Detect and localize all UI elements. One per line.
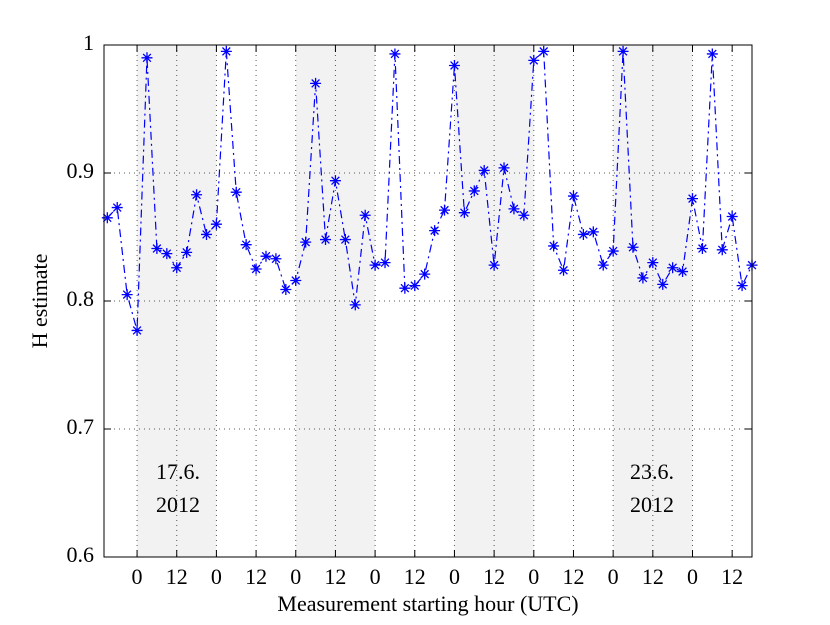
- y-tick-label: 0.8: [67, 286, 95, 311]
- marker: [468, 185, 480, 197]
- marker: [280, 283, 292, 295]
- marker: [667, 262, 679, 274]
- x-tick-label: 12: [721, 564, 743, 589]
- marker: [101, 212, 113, 224]
- marker: [389, 48, 401, 60]
- marker: [617, 45, 629, 57]
- marker: [657, 278, 669, 290]
- marker: [677, 266, 689, 278]
- x-tick-label: 0: [211, 564, 222, 589]
- marker: [627, 241, 639, 253]
- marker: [131, 324, 143, 336]
- x-tick-label: 12: [245, 564, 267, 589]
- marker: [191, 189, 203, 201]
- marker: [706, 48, 718, 60]
- annotation: 23.6.: [630, 459, 674, 484]
- marker: [637, 272, 649, 284]
- marker: [399, 282, 411, 294]
- marker: [339, 234, 351, 246]
- marker: [171, 262, 183, 274]
- marker: [369, 259, 381, 271]
- marker: [577, 228, 589, 240]
- y-axis-label: H estimate: [27, 254, 52, 349]
- marker: [567, 190, 579, 202]
- marker: [270, 253, 282, 265]
- annotation: 2012: [156, 492, 200, 517]
- marker: [220, 45, 232, 57]
- annotation: 2012: [630, 492, 674, 517]
- marker: [141, 52, 153, 64]
- marker: [439, 204, 451, 216]
- marker: [379, 257, 391, 269]
- marker: [736, 280, 748, 292]
- y-tick-label: 0.6: [67, 542, 95, 567]
- x-tick-label: 0: [687, 564, 698, 589]
- annotation: 17.6.: [156, 459, 200, 484]
- marker: [210, 218, 222, 230]
- marker: [498, 162, 510, 174]
- x-tick-label: 0: [290, 564, 301, 589]
- marker: [250, 263, 262, 275]
- marker: [121, 289, 133, 301]
- marker: [716, 244, 728, 256]
- y-tick-label: 0.7: [67, 414, 95, 439]
- marker: [320, 234, 332, 246]
- y-tick-label: 0.9: [67, 158, 95, 183]
- marker: [429, 225, 441, 237]
- marker: [419, 268, 431, 280]
- marker: [230, 186, 242, 198]
- y-tick-label: 1: [83, 30, 94, 55]
- marker: [607, 245, 619, 257]
- marker: [359, 209, 371, 221]
- marker: [310, 77, 322, 89]
- marker: [111, 202, 123, 214]
- marker: [448, 59, 460, 71]
- x-tick-label: 0: [449, 564, 460, 589]
- marker: [518, 209, 530, 221]
- marker: [290, 275, 302, 287]
- x-tick-label: 12: [324, 564, 346, 589]
- x-tick-label: 0: [370, 564, 381, 589]
- marker: [726, 211, 738, 223]
- marker: [181, 246, 193, 258]
- marker: [200, 228, 212, 240]
- x-tick-label: 0: [132, 564, 143, 589]
- marker: [558, 264, 570, 276]
- marker: [647, 257, 659, 269]
- x-tick-label: 12: [166, 564, 188, 589]
- marker: [538, 45, 550, 57]
- x-tick-label: 12: [483, 564, 505, 589]
- marker: [508, 203, 520, 215]
- marker: [488, 259, 500, 271]
- marker: [240, 239, 252, 251]
- marker: [151, 243, 163, 255]
- x-axis-label: Measurement starting hour (UTC): [277, 591, 578, 616]
- plot-frame: [103, 44, 753, 558]
- x-tick-label: 12: [562, 564, 584, 589]
- marker: [300, 236, 312, 248]
- x-tick-label: 12: [642, 564, 664, 589]
- marker: [458, 207, 470, 219]
- marker: [597, 259, 609, 271]
- x-tick-label: 0: [608, 564, 619, 589]
- x-tick-label: 12: [404, 564, 426, 589]
- marker: [349, 299, 361, 311]
- marker: [528, 54, 540, 66]
- marker: [686, 193, 698, 205]
- marker: [696, 243, 708, 255]
- marker: [409, 280, 421, 292]
- marker: [260, 250, 272, 262]
- marker: [478, 164, 490, 176]
- x-tick-label: 0: [528, 564, 539, 589]
- marker: [329, 175, 341, 187]
- marker: [587, 226, 599, 238]
- marker: [161, 248, 173, 260]
- marker: [548, 240, 560, 252]
